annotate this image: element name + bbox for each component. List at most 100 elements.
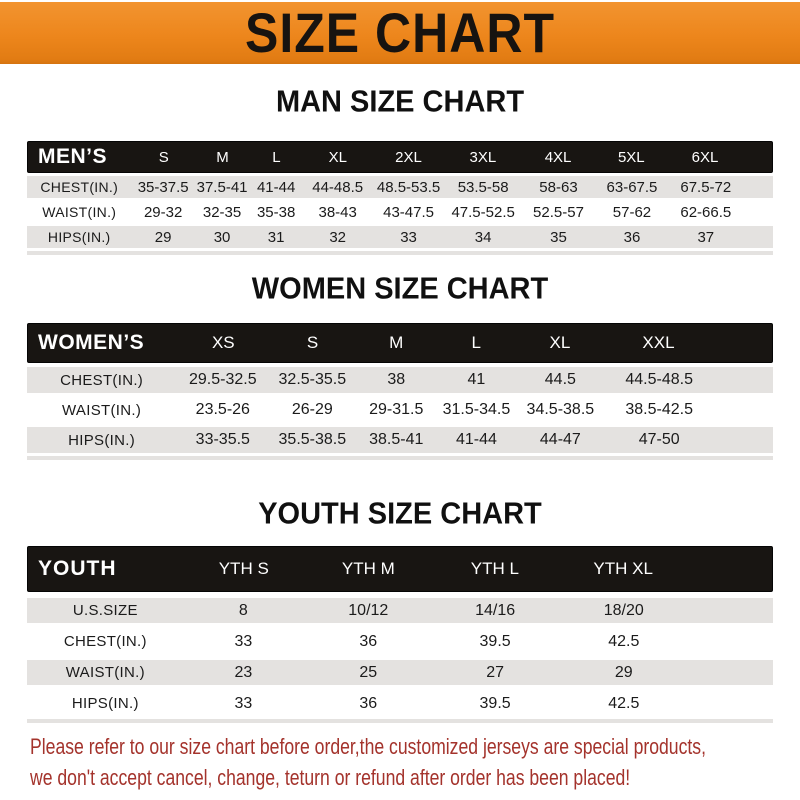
women-waist-row: WAIST(IN.) 23.5-26 26-29 29-31.5 31.5-34… [27,397,773,423]
cell: 23 [234,663,253,681]
row-label: WAIST(IN.) [65,664,145,681]
cell: 39.5 [479,694,511,712]
youth-col-header-s: YTH S [218,559,269,578]
men-col-header-xl: XL [328,148,348,166]
women-col-header-xxl: XXL [642,333,675,352]
row-label: HIPS(IN.) [47,229,111,245]
cell: 41-44 [256,178,296,196]
youth-chest-row: CHEST(IN.) 33 36 39.5 42.5 [27,629,773,654]
cell: 34.5-38.5 [526,401,595,418]
men-col-header-5xl: 5XL [617,148,645,166]
cell: 27 [486,663,504,681]
cell: 30 [213,228,231,246]
youth-corner-label: YOUTH [38,557,117,580]
men-corner-label: MEN’S [38,145,108,168]
cell: 37 [697,228,715,246]
footer-line-1: Please refer to our size chart before or… [30,734,706,759]
cell: 48.5-53.5 [376,178,441,196]
cell: 33 [234,632,253,650]
cell: 57-62 [612,203,652,221]
cell: 29-31.5 [369,401,424,418]
cell: 47-50 [638,431,680,448]
cell: 47.5-52.5 [451,203,515,221]
cell: 23.5-26 [195,401,250,418]
table-bottom-strip [27,456,773,460]
youth-waist-row: WAIST(IN.) 23 25 27 29 [27,660,773,685]
women-col-header-xs: XS [211,333,235,352]
youth-hips-row: HIPS(IN.) 33 36 39.5 42.5 [27,691,773,716]
cell: 36 [359,694,378,712]
row-label: HIPS(IN.) [68,431,136,449]
men-col-header-2xl: 2XL [395,148,422,166]
table-bottom-strip [27,719,773,723]
cell: 67.5-72 [680,178,732,196]
cell: 32 [329,228,347,246]
cell: 26-29 [291,401,333,418]
cell: 44.5 [544,371,576,388]
row-label: CHEST(IN.) [40,179,119,195]
cell: 35-37.5 [137,178,189,196]
cell: 43-47.5 [383,203,434,221]
cell: 38-43 [318,203,357,221]
cell: 38 [387,371,406,388]
banner-title: SIZE CHART [245,1,555,65]
cell: 33 [400,228,417,246]
men-col-header-s: S [158,148,169,166]
men-waist-row: WAIST(IN.) 29-32 32-35 35-38 38-43 43-47… [27,201,773,223]
cell: 44-48.5 [312,178,364,196]
cell: 34 [474,228,492,246]
cell: 58-63 [539,178,578,196]
cell: 41 [467,371,486,388]
cell: 31 [267,228,285,246]
cell: 62-66.5 [680,203,732,221]
women-chest-row: CHEST(IN.) 29.5-32.5 32.5-35.5 38 41 44.… [27,367,773,393]
cell: 39.5 [479,632,511,650]
cell: 42.5 [608,694,640,712]
cell: 29.5-32.5 [189,371,257,388]
cell: 38.5-42.5 [625,401,693,418]
women-table-header-bar: WOMEN’S XS S M L XL XXL [27,323,773,363]
men-table-header-bar: MEN’S S M L XL 2XL 3XL 4XL 5XL 6XL [27,141,773,173]
cell: 33 [234,694,253,712]
cell: 38.5-41 [369,431,424,448]
cell: 52.5-57 [533,203,584,221]
cell: 14/16 [475,601,516,619]
banner: SIZE CHART [0,2,800,64]
cell: 29 [614,663,633,681]
row-label: U.S.SIZE [72,602,138,619]
cell: 29-32 [143,203,183,221]
youth-col-header-m: YTH M [341,559,395,578]
women-col-header-xl: XL [549,333,571,352]
women-size-table: WOMEN’S XS S M L XL XXL CHEST(IN.) 29.5-… [27,323,773,460]
footer-line-2: we don't accept cancel, change, teturn o… [30,765,631,790]
youth-size-table: YOUTH YTH S YTH M YTH L YTH XL U.S.SIZE … [27,546,773,723]
women-chart-title: WOMEN SIZE CHART [251,272,549,306]
cell: 35.5-38.5 [278,431,347,448]
men-col-header-l: L [272,148,281,166]
men-col-header-4xl: 4XL [544,148,572,166]
women-col-header-m: M [389,333,404,352]
cell: 35 [550,228,567,246]
row-label: CHEST(IN.) [63,633,147,650]
youth-chart-title: YOUTH SIZE CHART [258,497,542,531]
cell: 31.5-34.5 [442,401,511,418]
youth-col-header-xl: YTH XL [593,559,653,578]
cell: 32-35 [202,203,242,221]
cell: 29 [154,228,172,246]
cell: 36 [359,632,378,650]
cell: 44-47 [539,431,581,448]
women-col-header-s: S [306,333,319,352]
men-size-table: MEN’S S M L XL 2XL 3XL 4XL 5XL 6XL CHEST… [27,141,773,255]
men-chest-row: CHEST(IN.) 35-37.5 37.5-41 41-44 44-48.5… [27,176,773,198]
cell: 25 [359,663,378,681]
row-label: WAIST(IN.) [42,204,117,220]
women-corner-label: WOMEN’S [38,331,145,354]
footer-note: Please refer to our size chart before or… [30,731,800,793]
men-col-header-3xl: 3XL [469,148,497,166]
cell: 10/12 [348,601,389,619]
cell: 8 [238,601,248,619]
cell: 41-44 [455,431,497,448]
cell: 37.5-41 [196,178,248,196]
cell: 63-67.5 [606,178,658,196]
